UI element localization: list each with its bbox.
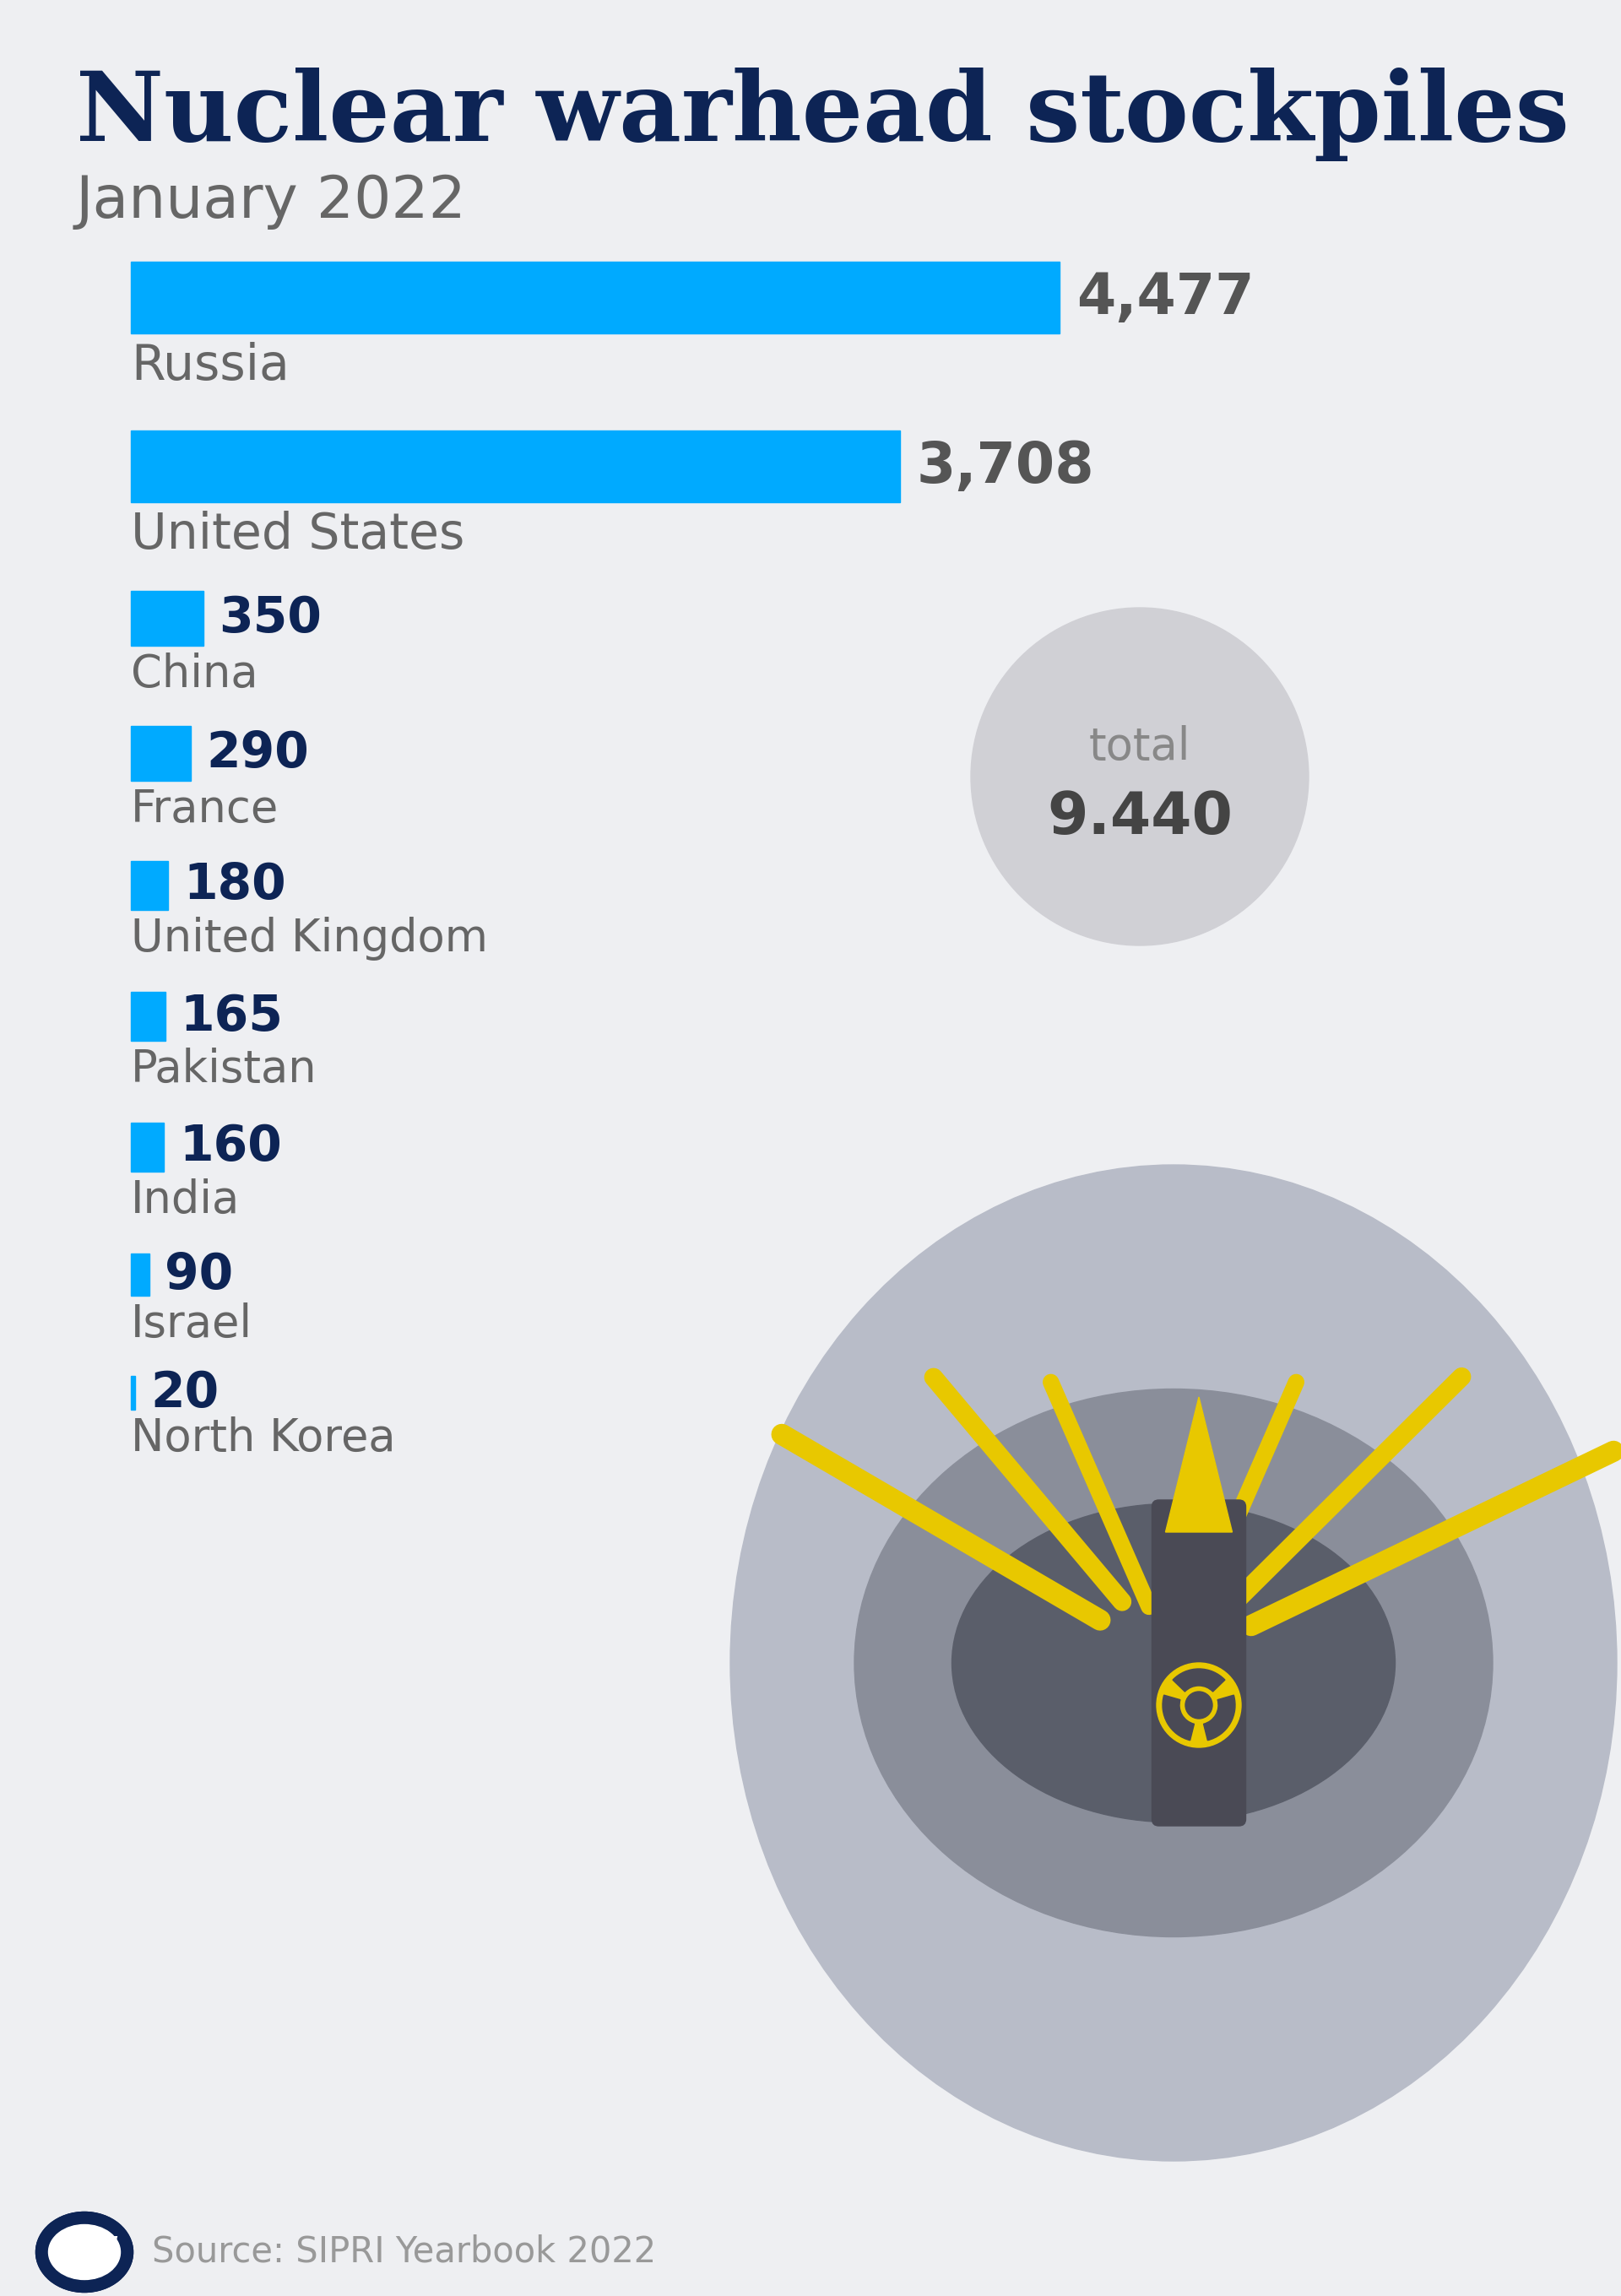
Bar xyxy=(131,726,191,781)
Bar xyxy=(131,1375,135,1410)
Text: Pakistan: Pakistan xyxy=(131,1047,318,1091)
Ellipse shape xyxy=(854,1389,1493,1938)
Wedge shape xyxy=(1172,1669,1225,1692)
Text: United Kingdom: United Kingdom xyxy=(131,916,488,960)
Text: United States: United States xyxy=(131,510,465,558)
Bar xyxy=(131,590,204,645)
Text: 350: 350 xyxy=(219,595,321,643)
Polygon shape xyxy=(1165,1396,1232,1531)
Text: North Korea: North Korea xyxy=(131,1417,396,1460)
Text: 160: 160 xyxy=(180,1123,282,1171)
Text: DW: DW xyxy=(50,2234,118,2271)
Text: Russia: Russia xyxy=(131,342,290,390)
Text: January 2022: January 2022 xyxy=(76,172,467,230)
Text: 180: 180 xyxy=(183,861,285,909)
Bar xyxy=(131,262,1060,333)
Text: total: total xyxy=(1089,726,1191,769)
Ellipse shape xyxy=(952,1504,1396,1823)
Text: 290: 290 xyxy=(206,730,310,778)
Text: 20: 20 xyxy=(151,1368,219,1417)
Text: 165: 165 xyxy=(180,992,284,1040)
Bar xyxy=(131,1254,149,1295)
Ellipse shape xyxy=(36,2211,133,2291)
Text: 90: 90 xyxy=(165,1251,233,1300)
Text: France: France xyxy=(131,788,279,831)
Circle shape xyxy=(1185,1692,1213,1720)
Text: Source: SIPRI Yearbook 2022: Source: SIPRI Yearbook 2022 xyxy=(152,2234,657,2271)
Ellipse shape xyxy=(36,2211,133,2291)
Text: Israel: Israel xyxy=(131,1302,253,1345)
Text: India: India xyxy=(131,1178,240,1221)
Wedge shape xyxy=(1162,1694,1195,1740)
Text: 4,477: 4,477 xyxy=(1076,269,1255,326)
Circle shape xyxy=(1157,1662,1242,1747)
Wedge shape xyxy=(1203,1694,1235,1740)
Ellipse shape xyxy=(49,2225,120,2280)
Text: China: China xyxy=(131,652,258,696)
Text: 9.440: 9.440 xyxy=(1047,790,1232,845)
Bar xyxy=(131,1123,164,1171)
Circle shape xyxy=(971,608,1308,946)
FancyBboxPatch shape xyxy=(1153,1499,1245,1825)
Text: Nuclear warhead stockpiles: Nuclear warhead stockpiles xyxy=(76,67,1569,161)
Bar xyxy=(131,992,165,1040)
Bar xyxy=(131,432,900,503)
Text: 3,708: 3,708 xyxy=(917,439,1094,494)
Ellipse shape xyxy=(731,1164,1616,2161)
Bar xyxy=(131,861,169,909)
